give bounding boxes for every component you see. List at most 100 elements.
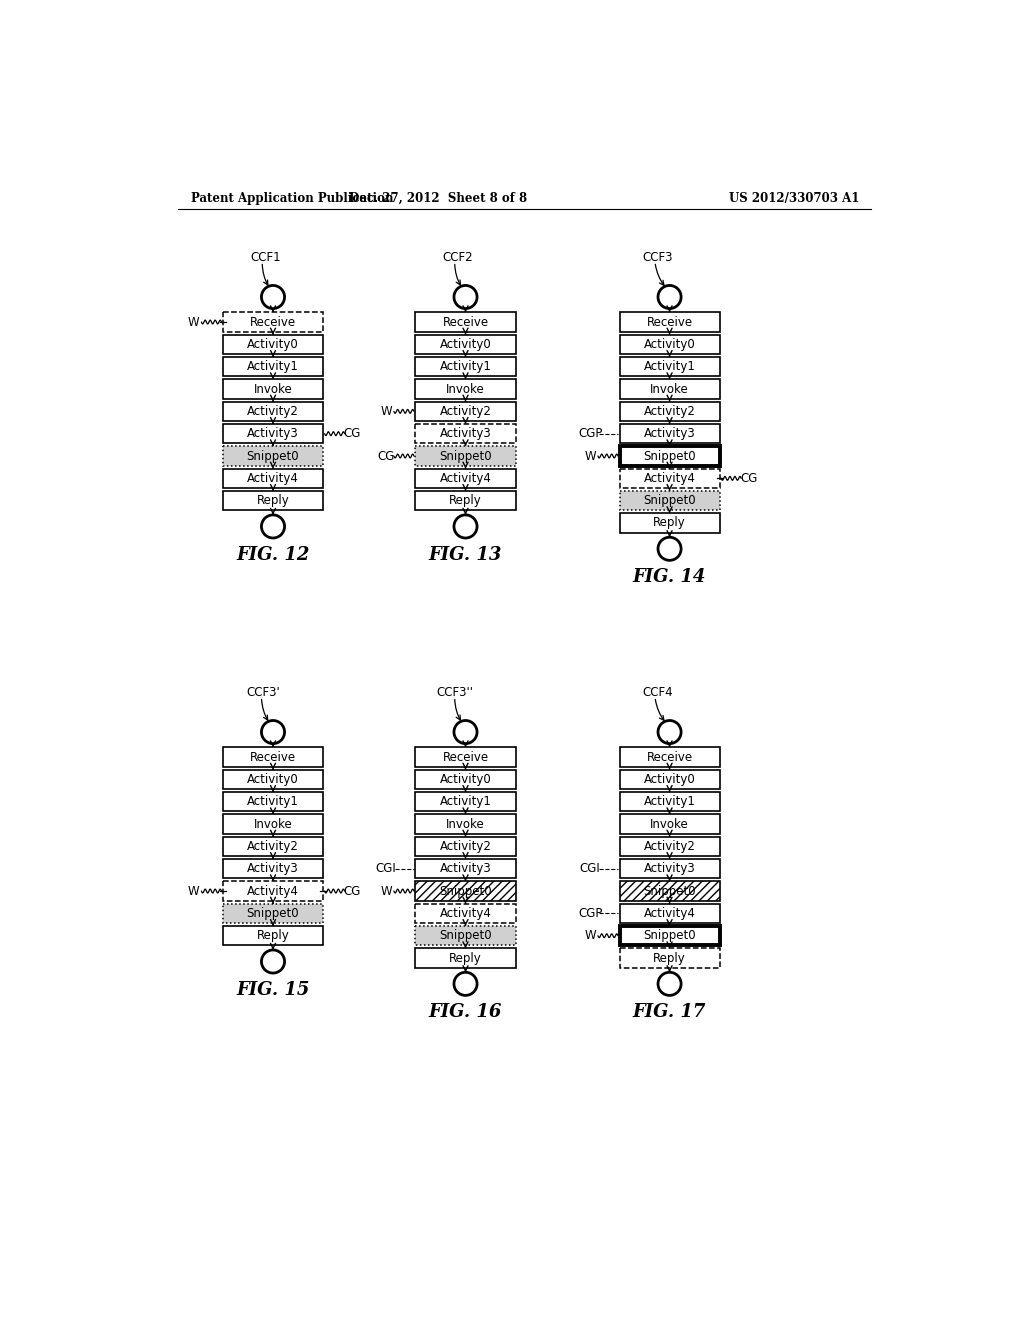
Text: Patent Application Publication: Patent Application Publication: [190, 191, 393, 205]
Bar: [416, 904, 515, 923]
Bar: [620, 358, 720, 376]
Bar: [620, 904, 720, 923]
Text: CG: CG: [344, 428, 361, 440]
Text: Activity3: Activity3: [439, 862, 492, 875]
Text: Activity0: Activity0: [439, 774, 492, 785]
Bar: [620, 424, 720, 444]
Text: Reply: Reply: [450, 494, 482, 507]
Bar: [416, 948, 515, 968]
Bar: [620, 513, 720, 533]
Text: Invoke: Invoke: [254, 383, 293, 396]
Bar: [620, 491, 720, 511]
Text: FIG. 12: FIG. 12: [237, 545, 309, 564]
Text: Invoke: Invoke: [446, 383, 485, 396]
Bar: [620, 313, 720, 331]
Bar: [416, 379, 515, 399]
Bar: [416, 882, 515, 900]
Text: W: W: [585, 450, 596, 462]
Bar: [620, 837, 720, 855]
Text: Activity2: Activity2: [247, 405, 299, 418]
Text: Snippet0: Snippet0: [247, 450, 299, 462]
Bar: [416, 401, 515, 421]
Text: Activity3: Activity3: [247, 428, 299, 440]
Text: Snippet0: Snippet0: [643, 884, 696, 898]
Text: Activity0: Activity0: [644, 338, 695, 351]
Bar: [223, 814, 323, 834]
Bar: [223, 313, 323, 331]
Bar: [620, 948, 720, 968]
Bar: [416, 491, 515, 511]
Text: Activity0: Activity0: [247, 774, 299, 785]
Text: Activity4: Activity4: [644, 907, 695, 920]
Text: Activity1: Activity1: [439, 795, 492, 808]
Bar: [416, 747, 515, 767]
Bar: [620, 814, 720, 834]
Text: Activity0: Activity0: [439, 338, 492, 351]
Text: FIG. 13: FIG. 13: [429, 545, 502, 564]
Bar: [223, 424, 323, 444]
Text: Activity3: Activity3: [439, 428, 492, 440]
Bar: [223, 747, 323, 767]
Text: CGP: CGP: [579, 907, 602, 920]
Text: Snippet0: Snippet0: [439, 929, 492, 942]
Text: Snippet0: Snippet0: [439, 884, 492, 898]
Text: Reply: Reply: [653, 952, 686, 965]
Bar: [223, 882, 323, 900]
Text: Activity4: Activity4: [644, 471, 695, 484]
Text: CCF4: CCF4: [643, 686, 673, 698]
Bar: [223, 358, 323, 376]
Text: Receive: Receive: [250, 751, 296, 763]
Text: CG: CG: [344, 884, 361, 898]
Bar: [416, 770, 515, 789]
Bar: [223, 792, 323, 812]
Text: Activity4: Activity4: [439, 471, 492, 484]
Text: CGP: CGP: [579, 428, 602, 440]
Bar: [416, 446, 515, 466]
Bar: [620, 859, 720, 878]
Text: Dec. 27, 2012  Sheet 8 of 8: Dec. 27, 2012 Sheet 8 of 8: [349, 191, 527, 205]
Text: Snippet0: Snippet0: [643, 494, 696, 507]
Text: Reply: Reply: [257, 929, 290, 942]
Bar: [416, 335, 515, 354]
Text: Activity1: Activity1: [644, 360, 695, 374]
Text: Activity3: Activity3: [644, 862, 695, 875]
Bar: [620, 927, 720, 945]
Text: FIG. 14: FIG. 14: [633, 568, 707, 586]
Text: Snippet0: Snippet0: [643, 929, 696, 942]
Text: Activity0: Activity0: [644, 774, 695, 785]
Text: CCF3: CCF3: [643, 251, 673, 264]
Bar: [223, 335, 323, 354]
Text: Activity1: Activity1: [247, 360, 299, 374]
Bar: [620, 335, 720, 354]
Text: Snippet0: Snippet0: [247, 907, 299, 920]
Bar: [223, 491, 323, 511]
Bar: [416, 814, 515, 834]
Bar: [416, 792, 515, 812]
Text: Reply: Reply: [450, 952, 482, 965]
Bar: [416, 313, 515, 331]
Bar: [620, 747, 720, 767]
Text: Activity2: Activity2: [439, 840, 492, 853]
Text: CG: CG: [378, 450, 395, 462]
Text: FIG. 16: FIG. 16: [429, 1003, 502, 1022]
Text: W: W: [187, 884, 200, 898]
Text: Activity1: Activity1: [644, 795, 695, 808]
Text: CG: CG: [740, 471, 758, 484]
Bar: [416, 469, 515, 488]
Text: Receive: Receive: [646, 315, 692, 329]
Text: CCF2: CCF2: [442, 251, 473, 264]
Text: Activity4: Activity4: [247, 884, 299, 898]
Text: CCF3': CCF3': [246, 686, 280, 698]
Bar: [223, 379, 323, 399]
Bar: [416, 358, 515, 376]
Text: Activity2: Activity2: [247, 840, 299, 853]
Text: Activity4: Activity4: [247, 471, 299, 484]
Text: CCF1: CCF1: [250, 251, 281, 264]
Text: Activity3: Activity3: [247, 862, 299, 875]
Text: US 2012/330703 A1: US 2012/330703 A1: [729, 191, 859, 205]
Text: FIG. 15: FIG. 15: [237, 981, 309, 999]
Text: Invoke: Invoke: [650, 817, 689, 830]
Bar: [620, 446, 720, 466]
Text: FIG. 17: FIG. 17: [633, 1003, 707, 1022]
Text: Snippet0: Snippet0: [643, 450, 696, 462]
